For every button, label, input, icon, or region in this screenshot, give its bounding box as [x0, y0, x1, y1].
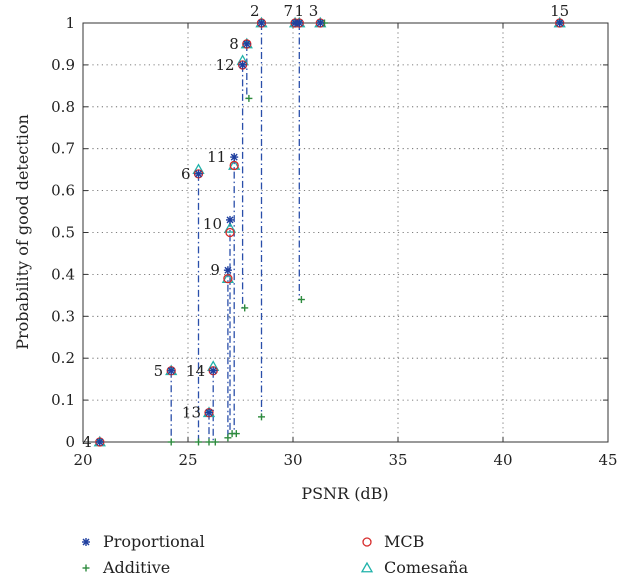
y-tick-label: 1: [65, 14, 75, 32]
y-tick-label: 0.8: [51, 98, 75, 116]
x-tick-label: 30: [283, 451, 302, 469]
marker-additive-13: [205, 438, 213, 446]
marker-mcb-10: [225, 227, 235, 238]
marker-proportional-15: [555, 19, 564, 27]
stem-layer: [170, 23, 300, 442]
point-label-12: 12: [216, 56, 235, 74]
y-tick-label: 0.6: [51, 182, 75, 200]
point-label-7: 7: [284, 2, 294, 20]
legend-symbol-proportional: [82, 538, 90, 546]
point-label-8: 8: [229, 35, 239, 53]
marker-mcb-9: [223, 273, 233, 284]
marker-proportional-3: [316, 19, 325, 27]
point-label-10: 10: [203, 215, 222, 233]
legend-item-proportional: Proportional: [82, 532, 205, 551]
marker-additive-6: [195, 438, 202, 446]
marker-proportional-11: [230, 153, 239, 162]
marker-proportional-9: [223, 266, 232, 275]
tick-layer: 20 25 30 35 40 4500.10.20.30.40.50.60.70.80.9…: [51, 14, 617, 469]
legend-marker-additive: [82, 564, 90, 572]
point-label-11: 11: [207, 148, 226, 166]
legend-item-comesana: Comesaña: [360, 558, 469, 577]
point-label-6: 6: [181, 165, 191, 183]
marker-mcb-11: [229, 160, 239, 171]
x-tick-label: 40: [493, 451, 512, 469]
y-tick-label: 0.4: [51, 265, 75, 283]
marker-additive-5: [167, 438, 175, 446]
legend-marker-comesana: [360, 561, 374, 573]
x-tick-label: 45: [598, 451, 617, 469]
marker-proportional-12: [238, 60, 247, 69]
point-label-14: 14: [186, 362, 205, 380]
y-tick-label: 0.9: [51, 56, 75, 74]
marker-additive-12: [241, 304, 249, 312]
x-axis-title: PSNR (dB): [301, 484, 388, 503]
point-label-5: 5: [154, 362, 164, 380]
legend-symbol-additive: [82, 564, 90, 572]
point-label-13: 13: [182, 404, 201, 422]
grid-layer: [83, 23, 608, 442]
legend-label-proportional: Proportional: [103, 532, 205, 551]
marker-layer: [93, 16, 566, 447]
marker-proportional-4: [95, 438, 104, 446]
y-axis-title: Probability of good detection: [13, 114, 32, 350]
marker-proportional-14: [209, 366, 218, 375]
y-tick-label: 0.3: [51, 307, 75, 325]
point-label-1: 1: [295, 2, 305, 20]
x-tick-label: 35: [388, 451, 407, 469]
legend-symbol-comesana: [360, 561, 374, 573]
marker-proportional-6: [194, 169, 203, 178]
legend: Proportional Additive MCB Comesaña: [82, 532, 469, 577]
marker-additive-1: [297, 296, 305, 304]
legend-marker-proportional: [82, 538, 90, 546]
legend-label-additive: Additive: [102, 558, 170, 577]
point-label-9: 9: [210, 261, 220, 279]
marker-proportional-5: [167, 366, 176, 375]
point-label-3: 3: [309, 2, 319, 20]
marker-additive-8: [245, 94, 253, 102]
marker-additive-11: [232, 430, 240, 438]
marker-additive-14: [211, 438, 219, 446]
marker-proportional-13: [205, 408, 213, 417]
marker-additive-9: [224, 434, 232, 442]
x-tick-label: 25: [178, 451, 197, 469]
legend-marker-mcb: [362, 537, 372, 547]
y-tick-label: 0: [65, 433, 75, 451]
point-label-4: 4: [82, 433, 92, 451]
marker-proportional-7: [291, 19, 300, 27]
marker-proportional-2: [257, 19, 266, 27]
y-tick-label: 0.1: [51, 391, 75, 409]
y-tick-label: 0.5: [51, 224, 75, 242]
legend-item-additive: Additive: [82, 558, 170, 577]
y-tick-label: 0.7: [51, 140, 75, 158]
marker-additive-2: [258, 413, 265, 421]
point-label-15: 15: [550, 2, 569, 20]
y-tick-label: 0.2: [51, 349, 75, 367]
legend-label-mcb: MCB: [384, 532, 424, 551]
point-label-2: 2: [250, 2, 260, 20]
legend-symbol-mcb: [362, 537, 372, 547]
marker-proportional-8: [242, 39, 251, 48]
legend-item-mcb: MCB: [362, 532, 424, 551]
legend-label-comesana: Comesaña: [384, 558, 469, 577]
marker-comesana-10: [223, 221, 237, 233]
marker-proportional-10: [226, 215, 234, 224]
x-tick-label: 20: [73, 451, 92, 469]
